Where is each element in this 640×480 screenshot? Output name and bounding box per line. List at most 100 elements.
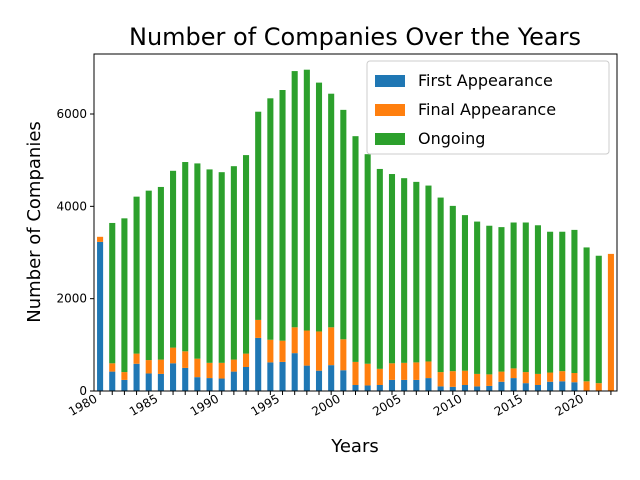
bar-segment — [133, 363, 140, 391]
bar-segment — [437, 197, 444, 373]
bar-segment — [352, 136, 359, 362]
bar-segment — [194, 358, 201, 378]
bar-segment — [376, 368, 383, 385]
bar-segment — [279, 361, 286, 391]
bar-segment — [230, 371, 237, 391]
bar-segment — [401, 362, 408, 380]
bar-segment — [559, 381, 566, 391]
bar-segment — [474, 373, 481, 387]
bar-segment — [255, 319, 262, 338]
bar-segment — [267, 339, 274, 363]
bar-segment — [498, 381, 505, 391]
bar-segment — [328, 327, 335, 366]
bar-segment — [121, 379, 128, 391]
bar-segment — [340, 370, 347, 391]
bar-segment — [534, 384, 541, 391]
bar-segment — [145, 190, 152, 361]
bar-segment — [498, 227, 505, 372]
bar-segment — [255, 111, 262, 320]
bar-segment — [486, 374, 493, 386]
bar-segment — [328, 93, 335, 328]
bar-segment — [461, 384, 469, 391]
bar-segment — [133, 353, 140, 364]
bar-segment — [157, 373, 164, 391]
legend-swatch — [375, 133, 405, 145]
bar-segment — [595, 383, 602, 391]
bar-segment — [376, 384, 383, 391]
bar-segment — [364, 154, 371, 364]
bar-segment — [437, 372, 444, 387]
bar-segment — [352, 384, 359, 391]
bar-segment — [522, 222, 529, 373]
bar-segment — [559, 231, 566, 372]
bar-segment — [109, 371, 116, 391]
bar-segment — [157, 186, 164, 360]
bar-segment — [547, 381, 554, 391]
bar-segment — [182, 367, 189, 391]
legend-swatch — [375, 75, 405, 87]
bar-segment — [109, 363, 116, 372]
legend-box — [366, 60, 610, 155]
bar-segment — [352, 361, 359, 385]
bar-segment — [388, 174, 396, 364]
bar-segment — [291, 71, 298, 328]
x-axis-label: Years — [330, 436, 379, 457]
bar-segment — [461, 370, 469, 385]
bar-segment — [328, 365, 335, 391]
bar-segment — [595, 255, 602, 384]
y-tick-label: 2000 — [56, 292, 87, 306]
bar-segment — [388, 379, 396, 391]
bar-segment — [242, 155, 250, 354]
bar-segment — [547, 372, 554, 382]
bar-segment — [583, 381, 590, 391]
bar-segment — [522, 383, 529, 391]
bar-segment — [425, 378, 432, 391]
bar-segment — [315, 331, 323, 371]
legend: First Appearance Final Appearance Ongoing — [366, 60, 610, 155]
bar-segment — [315, 82, 323, 332]
bar-segment — [571, 229, 578, 373]
bar-segment — [413, 181, 420, 363]
bar-segment — [437, 386, 444, 391]
bar-segment — [230, 166, 237, 360]
bar-segment — [559, 371, 566, 382]
bar-segment — [413, 362, 420, 380]
bar-segment — [291, 327, 298, 354]
bar-segment — [255, 337, 262, 391]
bar-segment — [486, 385, 493, 391]
bar-segment — [145, 373, 152, 391]
bar-segment — [97, 236, 104, 242]
bar-segment — [510, 368, 517, 379]
bar-segment — [133, 196, 140, 354]
bar-segment — [510, 222, 517, 369]
bar-segment — [157, 359, 164, 374]
bar-segment — [303, 69, 310, 331]
y-tick-label: 4000 — [56, 199, 87, 213]
bar-segment — [388, 363, 396, 380]
x-tick-label: 2005 — [370, 391, 403, 418]
bar-segment — [109, 222, 116, 364]
bar-segment — [522, 372, 529, 384]
bar-segment — [401, 178, 408, 363]
bar-segment — [206, 378, 213, 391]
bar-segment — [121, 372, 128, 380]
bar-segment — [364, 385, 371, 391]
bar-segment — [510, 378, 517, 391]
bar-segment — [218, 378, 225, 391]
bar-segment — [170, 170, 177, 348]
bar-segment — [449, 205, 456, 372]
bar-segment — [461, 215, 469, 371]
bar-segment — [340, 339, 347, 371]
bar-segment — [534, 225, 541, 374]
bar-segment — [340, 109, 347, 340]
bar-segment — [242, 353, 250, 367]
bar-segment — [218, 362, 225, 379]
bar-segment — [449, 386, 456, 391]
y-axis: 0 2000 4000 6000 — [56, 107, 94, 398]
bar-segment — [242, 366, 250, 391]
x-tick-label: 2020 — [553, 391, 586, 418]
bar-segment — [425, 185, 432, 362]
bar-segment — [425, 361, 432, 379]
bar-segment — [547, 231, 554, 373]
